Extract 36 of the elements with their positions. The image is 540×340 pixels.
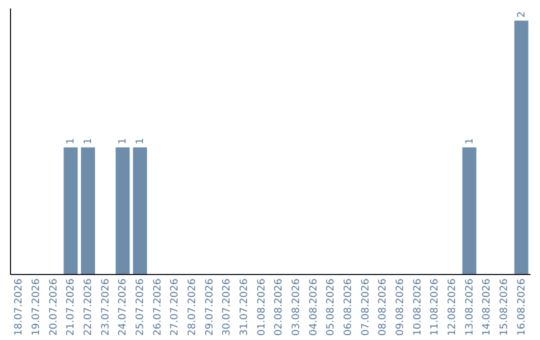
data-label: 1: [118, 138, 129, 144]
x-tick-label: 14.08.2026: [482, 278, 493, 336]
x-tick-label: 09.08.2026: [395, 278, 406, 336]
x-tick-label: 19.07.2026: [31, 278, 42, 336]
x-tick-label: 11.08.2026: [430, 278, 441, 336]
x-tick-label: 24.07.2026: [118, 278, 129, 336]
x-tick-label: 05.08.2026: [326, 278, 337, 336]
x-tick-label: 26.07.2026: [152, 278, 164, 336]
x-tick-label: 22.07.2026: [83, 278, 94, 336]
data-label: 1: [135, 138, 146, 144]
x-tick-label: 20.07.2026: [48, 278, 60, 336]
data-label: 2: [516, 11, 528, 18]
x-tick-label: 02.08.2026: [274, 278, 285, 336]
x-tick-label: 04.08.2026: [308, 278, 320, 336]
x-tick-label: 08.08.2026: [378, 278, 389, 336]
x-tick-label: 15.08.2026: [499, 278, 510, 336]
x-tick-label: 06.08.2026: [343, 278, 354, 336]
x-tick-label: 29.07.2026: [204, 278, 216, 336]
x-tick-label: 23.07.2026: [100, 278, 112, 336]
x-tick-label: 07.08.2026: [360, 278, 372, 336]
data-label: 1: [66, 138, 77, 144]
x-tick-label: 10.08.2026: [412, 278, 424, 336]
x-tick-label: 27.07.2026: [170, 278, 181, 336]
data-label: 1: [83, 138, 94, 144]
x-tick-label: 03.08.2026: [291, 278, 302, 336]
x-tick-label: 30.07.2026: [222, 278, 233, 336]
x-tick-label: 31.07.2026: [239, 278, 250, 336]
x-tick-label: 28.07.2026: [187, 278, 198, 336]
x-tick-label: 18.07.2026: [14, 278, 25, 336]
x-tick-label: 01.08.2026: [256, 278, 268, 336]
x-tick-label: 25.07.2026: [135, 278, 146, 336]
x-tick-label: 16.08.2026: [516, 278, 528, 336]
x-tick-label: 21.07.2026: [66, 278, 77, 336]
data-label: 1: [464, 138, 476, 144]
x-tick-label: 12.08.2026: [447, 278, 458, 336]
x-tick-label: 13.08.2026: [464, 278, 476, 336]
